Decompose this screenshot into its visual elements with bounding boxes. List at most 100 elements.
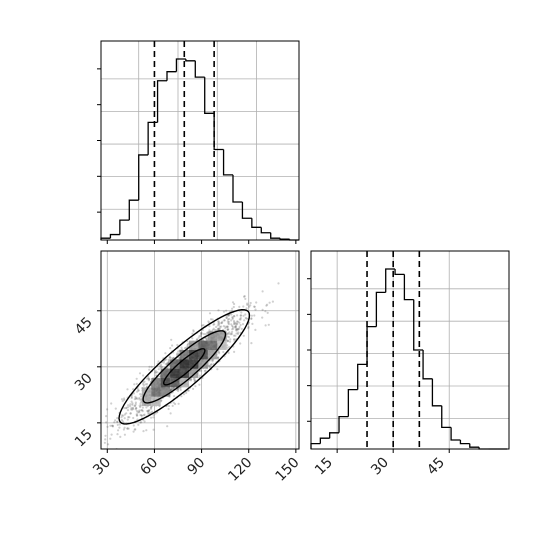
scatter-point [198,383,201,386]
scatter-point [167,407,170,411]
scatter-point [248,305,251,308]
scatter-point [226,326,229,329]
scatter-point [168,356,171,359]
scatter-point [186,344,189,347]
scatter-point [128,416,131,419]
scatter-point [224,327,227,330]
density-contour-middle [142,330,227,404]
scatter-point [130,395,133,398]
scatter-point [192,378,195,381]
scatter-point [107,443,110,446]
scatter-point [238,325,241,329]
hist-param-0-bin-16 [251,218,262,228]
hist-param-0-bin-8 [175,58,186,72]
hist-param-0-bin-3 [128,199,139,221]
scatter-point [148,378,151,381]
scatter-point [212,323,215,326]
scatter-point [234,324,238,327]
scatter-point [157,368,160,371]
scatter-point [255,301,258,304]
scatter-point [152,416,155,419]
scatter-point [121,400,124,403]
scatter-point [240,311,243,314]
scatter-point [231,301,235,304]
scatter-point [231,330,234,333]
scatter-point [250,317,253,320]
scatter-point [172,401,175,404]
scatter-point [143,420,146,423]
hist-param-0-bin-10 [194,60,205,78]
scatter-point [192,387,195,390]
scatter-point [123,398,126,401]
density-cell [189,368,199,379]
scatter-point [232,314,236,318]
scatter-point [167,361,170,364]
scatter-point [180,395,183,398]
scatter-point [238,327,241,330]
scatter-point [192,329,195,332]
hist-param-1-frame [310,250,510,450]
scatter-point [226,325,229,328]
scatter-point [227,314,231,317]
scatter-point [242,314,245,317]
hist-param-1-bin-13 [431,378,442,407]
scatter-point [135,377,138,380]
scatter-point [126,388,129,391]
scatter-point [131,403,134,406]
scatter-point [209,364,212,367]
scatter-point [191,337,194,340]
scatter-point [132,392,135,395]
hist-param-0-bin-11 [204,77,215,114]
scatter-point [239,314,242,317]
scatter-point [113,421,116,424]
scatter-point [221,320,224,323]
scatter-point [147,379,150,382]
scatter-point [114,407,117,410]
density-cell [207,340,218,350]
scatter-point [209,363,213,366]
scatter-point [159,366,162,370]
scatter-point [139,395,143,398]
scatter-point [165,358,168,361]
scatter-point [234,325,237,328]
density-cell [207,331,218,341]
scatter-point [104,434,107,437]
scatter-point [183,347,186,350]
density-cell [217,340,227,350]
hist-param-1-area [311,251,509,449]
scatter-point [232,334,236,337]
scatter-point [150,405,153,409]
density-cell [141,387,152,397]
scatter-point [164,352,167,355]
scatter-point [192,330,195,333]
scatter-point [162,361,165,364]
scatter-point [171,357,174,360]
scatter-point [166,425,169,428]
scatter-point [160,399,163,402]
hist-param-0-bin-15 [241,201,252,219]
scatter-point [177,388,180,391]
scatter-point [195,338,198,341]
scatter-point [146,409,149,413]
hist-param-1-bin-1 [319,437,330,444]
scatter-point [227,322,230,325]
scatter-point [230,319,233,322]
scatter-point [237,328,240,331]
scatter-point [207,364,210,367]
scatter-point [227,314,230,317]
hist-param-0-area [101,41,299,240]
scatter-point [267,323,270,326]
scatter-point [227,336,231,339]
scatter-point [129,403,132,406]
scatter-point [179,388,182,392]
hist-param-1-bin-2 [329,432,340,439]
scatter-point [123,407,126,410]
hist-param-1-bin-10 [403,274,414,301]
scatter-point [121,420,124,423]
scatter-point [218,352,221,355]
scatter-point [268,301,271,304]
scatter-point [225,316,228,319]
scatter-point [225,309,228,312]
scatter-point [218,322,221,325]
scatter-point [123,397,126,400]
